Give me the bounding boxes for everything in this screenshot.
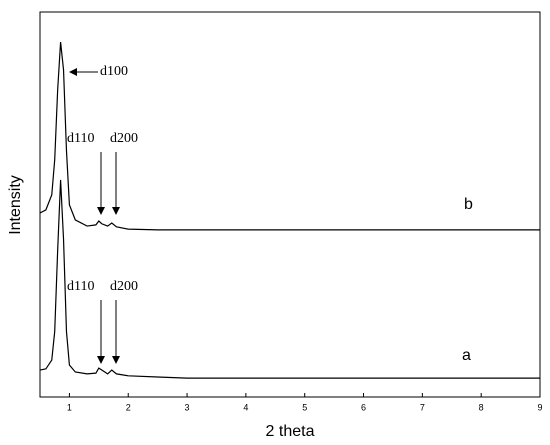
x-tick-label: 7 — [420, 402, 425, 412]
series-line — [39, 41, 540, 231]
series-label: a — [462, 347, 471, 364]
annotation: d200 — [110, 279, 138, 294]
x-tick-label: 6 — [361, 402, 366, 412]
x-tick-label: 8 — [479, 402, 484, 412]
x-tick-label: 4 — [243, 402, 248, 412]
annotation: d110 — [67, 131, 94, 146]
x-tick-label: 9 — [537, 402, 542, 412]
annotation: d100 — [100, 64, 128, 79]
series-line — [39, 179, 540, 379]
x-tick-label: 5 — [302, 402, 307, 412]
x-axis-title: 2 theta — [266, 423, 315, 440]
x-tick-label: 2 — [126, 402, 131, 412]
annotation: d200 — [110, 131, 138, 146]
series-label: b — [464, 196, 473, 213]
plot-frame — [39, 11, 541, 398]
x-tick-label: 3 — [185, 402, 190, 412]
x-tick-label: 1 — [67, 402, 72, 412]
annotation: d110 — [67, 279, 94, 294]
y-axis-title: Intensity — [7, 175, 24, 235]
